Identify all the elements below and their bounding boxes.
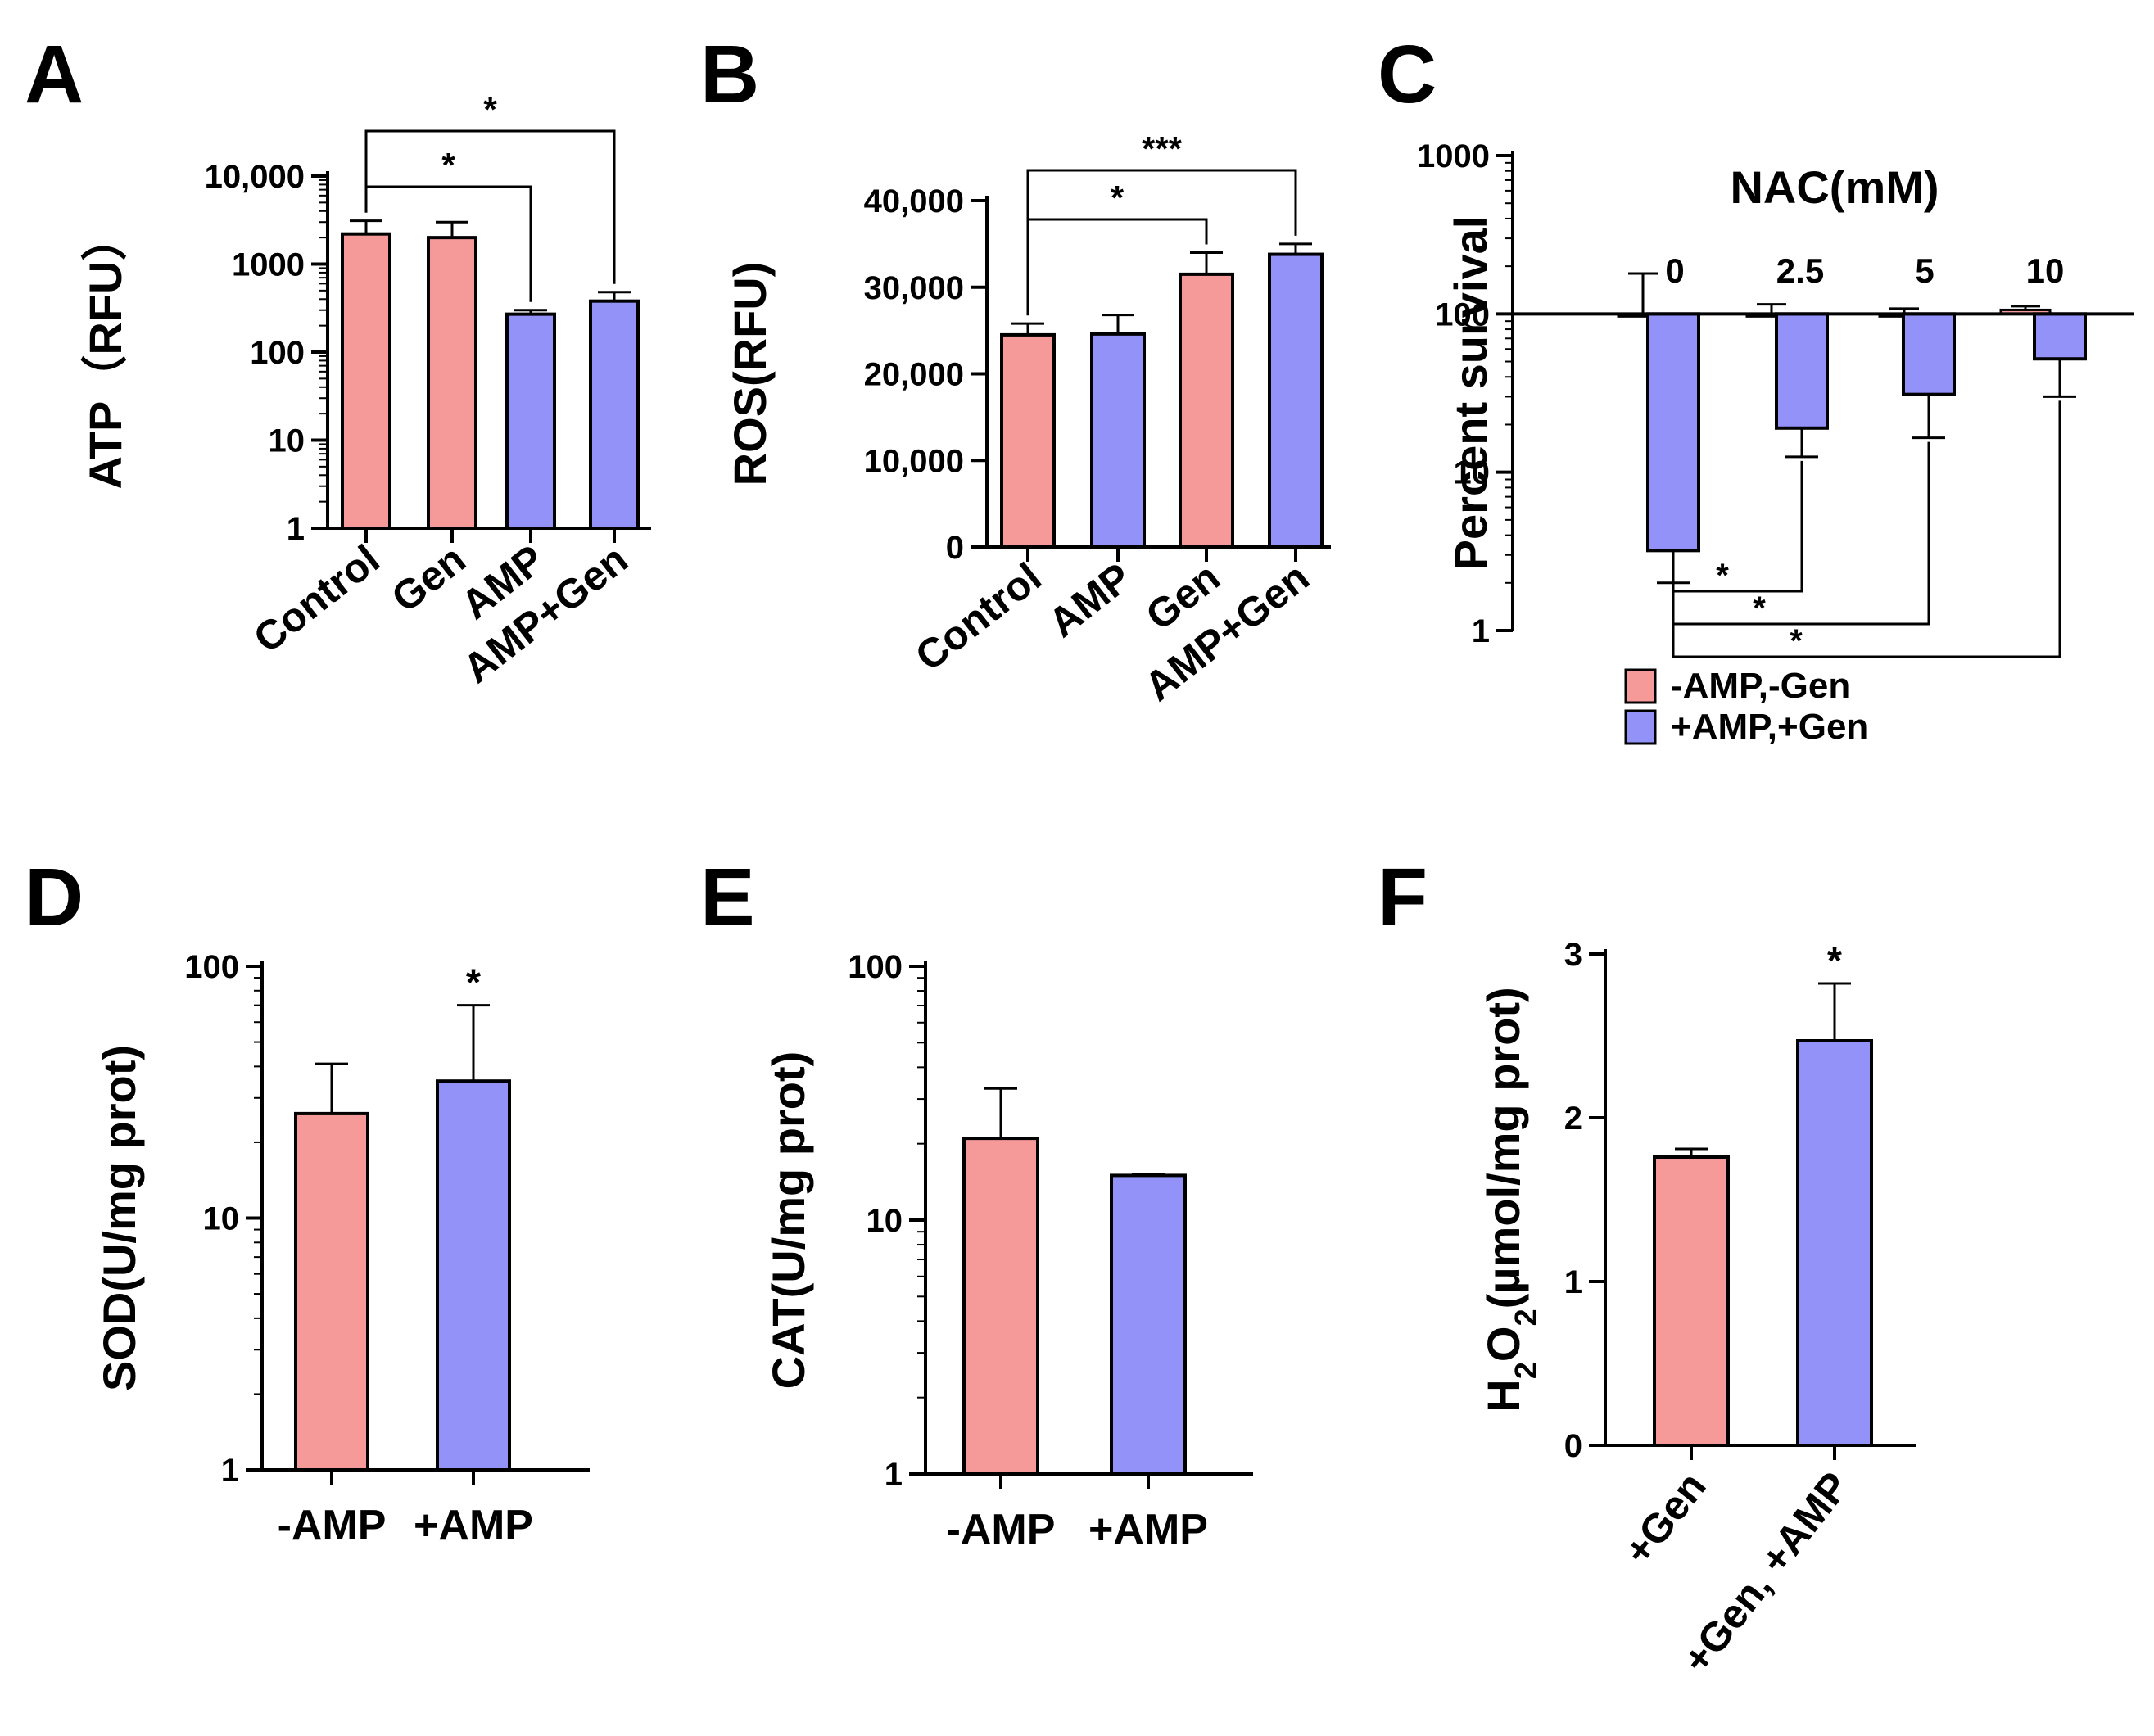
y-tick-label: 0 xyxy=(1564,1428,1582,1464)
bar xyxy=(1796,1039,1873,1447)
y-axis-label-part: 2 xyxy=(1509,1309,1544,1326)
bar xyxy=(1653,1155,1730,1447)
bar-series2 xyxy=(1775,312,1829,430)
x-tick-label: -AMP xyxy=(947,1506,1056,1553)
significance-label: * xyxy=(1790,623,1803,659)
y-tick-label: 30,000 xyxy=(864,270,964,306)
significance-label: *** xyxy=(1142,129,1183,168)
y-tick-label: 10 xyxy=(269,423,305,459)
y-axis-label-part: O xyxy=(1477,1327,1529,1363)
y-tick-label: 1 xyxy=(1564,1264,1582,1300)
y-tick-label: 1 xyxy=(1472,613,1490,649)
legend: -AMP,-Gen+AMP,+Gen xyxy=(1624,666,1868,747)
panel-letter: A xyxy=(25,29,84,120)
bar xyxy=(1179,272,1234,549)
significance-label: * xyxy=(483,90,497,129)
y-tick-label: 10 xyxy=(867,1203,903,1239)
panel-letter: E xyxy=(700,852,755,943)
y-tick-label: 0 xyxy=(946,530,964,566)
y-tick-label: 100 xyxy=(848,949,903,985)
y-tick-label: 20,000 xyxy=(864,357,964,393)
x-tick-label: Gen xyxy=(383,536,474,622)
significance-bracket xyxy=(1672,400,2061,658)
bar xyxy=(505,312,556,530)
legend-swatch xyxy=(1624,668,1657,704)
significance-label: * xyxy=(1111,179,1125,217)
y-axis-label-part: 2 xyxy=(1509,1362,1544,1379)
significance-bracket xyxy=(364,129,616,284)
x-tick-label: -AMP xyxy=(278,1502,387,1549)
y-tick-label: 10,000 xyxy=(205,159,305,195)
bar xyxy=(294,1111,369,1472)
y-tick-label: 10,000 xyxy=(864,443,964,479)
bar xyxy=(1090,332,1146,549)
panel-letter: B xyxy=(700,29,759,120)
y-tick-label: 1 xyxy=(287,511,305,547)
x-tick-label: +AMP xyxy=(1088,1506,1208,1553)
bar-series2 xyxy=(1902,312,1956,396)
x-tick-label: +Gen xyxy=(1615,1463,1715,1573)
y-tick-label: 100 xyxy=(250,335,305,371)
legend-label: -AMP,-Gen xyxy=(1671,666,1850,706)
y-axis-label: CAT(U/mg prot) xyxy=(762,1051,814,1390)
x-tick-label: 2.5 xyxy=(1776,251,1824,290)
y-tick-label: 10 xyxy=(203,1201,240,1237)
panel-a: AControlGenAMPAMP+Gen110100100010,000ATP… xyxy=(25,29,651,692)
y-tick-label: 1 xyxy=(221,1453,239,1489)
y-axis-label: Percent survival xyxy=(1445,216,1496,571)
panel-c: C NAC(mM) 1 10 100 1000 Percent survival 0 2.5 5 1… xyxy=(1378,29,2134,747)
significance-label: * xyxy=(441,146,455,184)
y-tick-label: 3 xyxy=(1564,937,1582,973)
y-axis-label: ATP（RFU） xyxy=(79,215,131,490)
y-axis-label: H2O2(µmol/mg prot) xyxy=(1477,987,1544,1412)
legend-label: +AMP,+Gen xyxy=(1671,707,1868,747)
y-axis-label-part: H xyxy=(1477,1379,1529,1412)
panel-b: BControlAMPGenAMP+Gen010,00020,00030,000… xyxy=(700,29,1331,710)
chart-title: NAC(mM) xyxy=(1730,161,1939,213)
y-tick-label: 10 xyxy=(1454,455,1491,491)
y-tick-label: 100 xyxy=(1435,296,1490,332)
bar xyxy=(436,1079,511,1472)
significance-label: * xyxy=(1827,939,1842,982)
bar xyxy=(341,232,391,530)
panel-letter: F xyxy=(1378,852,1428,943)
x-tick-label: Control xyxy=(245,536,388,662)
y-axis-label: SOD(U/mg prot) xyxy=(93,1045,145,1391)
bar-series2 xyxy=(2033,312,2087,361)
panel-letter: C xyxy=(1378,29,1437,120)
significance-bracket xyxy=(1026,169,1297,316)
panel-d: D -AMP +AMP 1 10 100 SOD(U/mg prot) * xyxy=(25,852,590,1549)
bar xyxy=(1110,1173,1187,1476)
y-tick-label: 100 xyxy=(184,949,239,985)
bar xyxy=(962,1137,1039,1476)
x-tick-label: 0 xyxy=(1665,251,1684,290)
significance-label: * xyxy=(1716,558,1729,594)
y-axis-label-part: (µmol/mg prot) xyxy=(1477,987,1529,1309)
x-tick-label: 10 xyxy=(2026,251,2065,290)
panel-e: E -AMP +AMP 1 10 100 CAT(U/mg prot) xyxy=(700,852,1253,1553)
significance-label: * xyxy=(1753,590,1766,626)
y-axis-label: ROS(RFU) xyxy=(724,262,776,486)
bar-series2 xyxy=(1646,312,1700,553)
x-tick-label: 5 xyxy=(1915,251,1934,290)
x-tick-label: +AMP xyxy=(414,1502,533,1549)
bar xyxy=(589,299,640,530)
x-tick-label: Control xyxy=(907,554,1050,680)
y-tick-label: 1000 xyxy=(1417,138,1490,174)
legend-swatch xyxy=(1624,709,1657,745)
bar xyxy=(1268,252,1324,549)
bar xyxy=(427,236,477,530)
panel-letter: D xyxy=(25,852,84,943)
x-tick-label: AMP xyxy=(1040,554,1140,647)
y-tick-label: 2 xyxy=(1564,1101,1582,1137)
bar xyxy=(1000,332,1056,549)
y-tick-label: 1 xyxy=(885,1457,903,1493)
y-tick-label: 1000 xyxy=(232,247,305,283)
y-tick-label: 40,000 xyxy=(864,183,964,219)
significance-label: * xyxy=(466,961,481,1004)
